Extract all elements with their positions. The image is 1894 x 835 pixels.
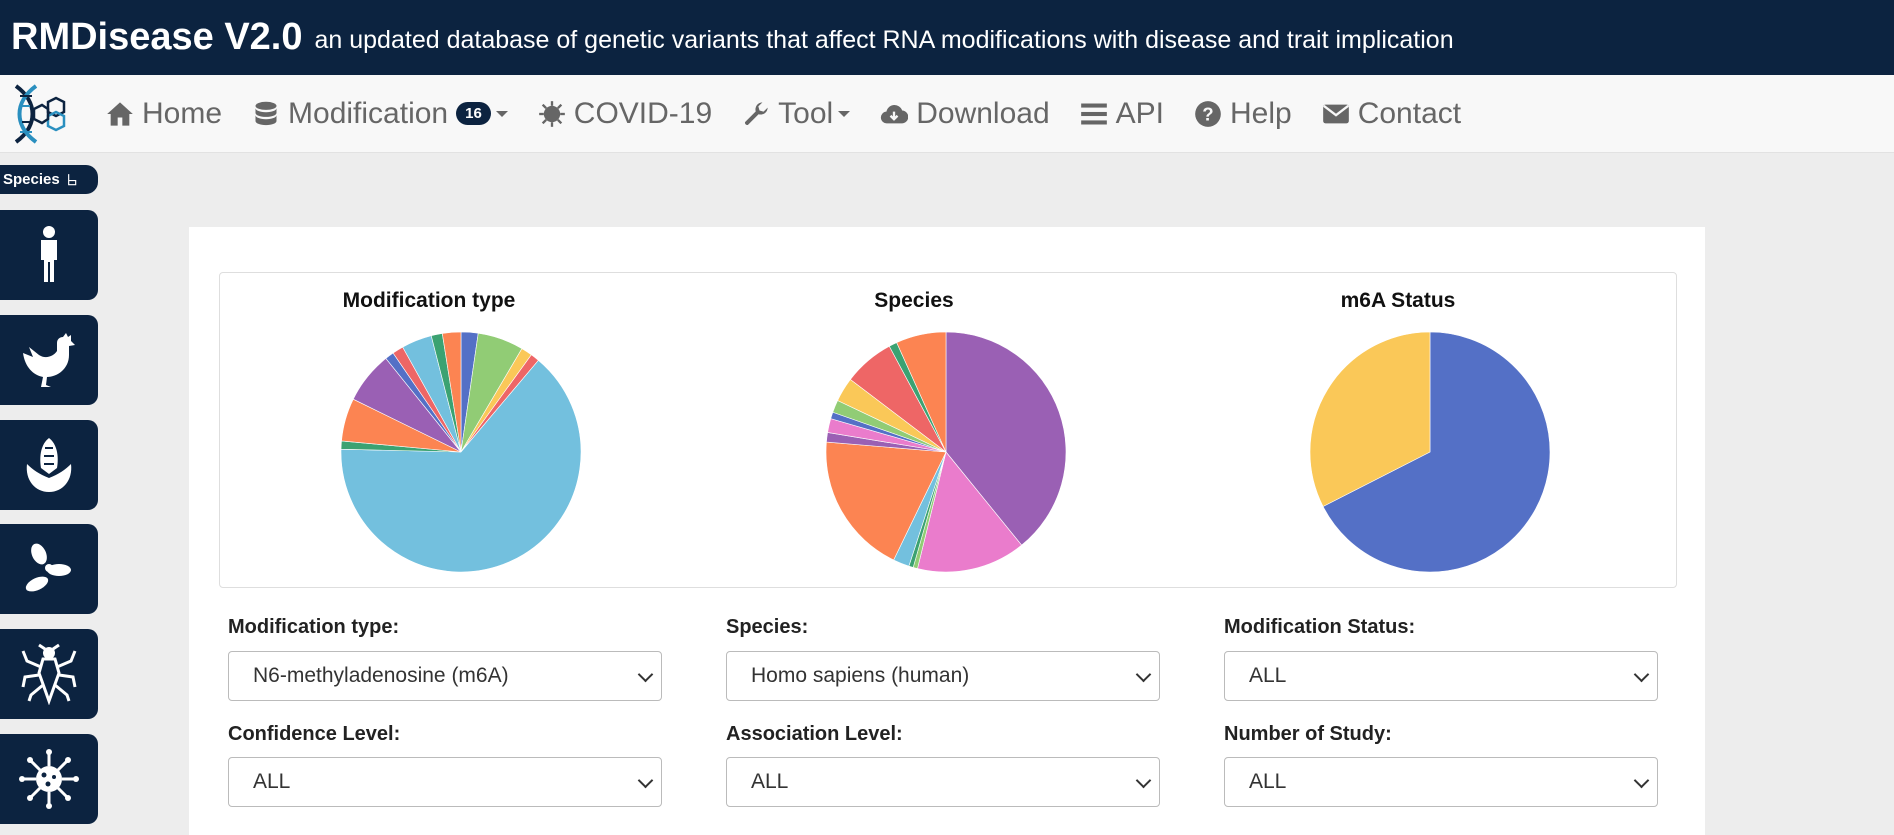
nav-help-label: Help xyxy=(1230,96,1292,130)
modification-type-chart-title: Modification type xyxy=(342,289,516,312)
virus-icon xyxy=(538,100,565,127)
species-human-button[interactable] xyxy=(0,210,98,300)
hand-pointer-icon xyxy=(67,173,76,185)
pie-slice-13[interactable] xyxy=(896,331,947,453)
human-icon xyxy=(41,226,57,282)
modification-type-select[interactable]: N6-methyladenosine (m6A) xyxy=(228,651,662,701)
chevron-down-icon xyxy=(1633,772,1650,789)
species-yeast-button[interactable] xyxy=(0,524,98,614)
m6a-status-chart-title: m6A Status xyxy=(1340,289,1456,312)
species-chicken-button[interactable] xyxy=(0,315,98,405)
site-header: RMDisease V2.0 an updated database of ge… xyxy=(0,0,1894,75)
number-of-study-value: ALL xyxy=(1249,770,1287,793)
question-circle-icon: ? xyxy=(1195,100,1221,127)
home-icon xyxy=(107,101,133,126)
nav-tool-label: Tool xyxy=(778,96,834,130)
pie-slice-1[interactable] xyxy=(917,451,1023,573)
nav-help[interactable]: ? Help xyxy=(1194,97,1292,131)
pie-slice-0[interactable] xyxy=(1322,331,1551,573)
nav-api-label: API xyxy=(1115,96,1164,130)
chevron-down-icon xyxy=(1633,666,1650,683)
dna-logo-icon[interactable] xyxy=(8,82,72,146)
nav-modification[interactable]: Modification 16 xyxy=(252,97,508,131)
nav-contact-label: Contact xyxy=(1357,96,1462,130)
nav-api[interactable]: API xyxy=(1080,97,1164,131)
species-pie-chart[interactable] xyxy=(824,330,1068,574)
insect-icon xyxy=(21,643,77,705)
nav-home[interactable]: Home xyxy=(106,97,222,131)
chevron-down-icon xyxy=(637,666,654,683)
charts-container: Modification type Species m6A Status xyxy=(219,272,1677,588)
site-title[interactable]: RMDisease V2.0 xyxy=(11,16,303,58)
chevron-down-icon xyxy=(1135,772,1152,789)
nav-contact[interactable]: Contact xyxy=(1322,97,1461,131)
site-tagline: an updated database of genetic variants … xyxy=(314,26,1454,54)
svg-text:?: ? xyxy=(1202,103,1213,124)
pie-slice-0[interactable] xyxy=(945,331,1067,546)
m6a-status-pie-chart[interactable] xyxy=(1308,330,1552,574)
nav-covid19[interactable]: COVID-19 xyxy=(538,97,712,131)
chevron-down-icon xyxy=(637,772,654,789)
modification-type-label: Modification type: xyxy=(228,616,400,638)
database-icon xyxy=(255,101,277,125)
nav-modification-label: Modification xyxy=(288,96,449,130)
nav-covid19-label: COVID-19 xyxy=(573,96,713,130)
number-of-study-select[interactable]: ALL xyxy=(1224,757,1658,807)
association-level-label: Association Level: xyxy=(726,723,903,745)
main-navbar: Home Modification 16 COVID-19 Tool Downl… xyxy=(0,75,1894,153)
species-tab-label: Species xyxy=(3,171,60,188)
pie-slice-1[interactable] xyxy=(1309,331,1431,507)
association-level-select[interactable]: ALL xyxy=(726,757,1160,807)
modification-count-badge: 16 xyxy=(456,102,491,125)
main-panel: Modification type Species m6A Status Mod… xyxy=(189,227,1705,835)
confidence-level-value: ALL xyxy=(253,770,291,793)
wrench-icon xyxy=(745,101,768,125)
nav-tool[interactable]: Tool xyxy=(742,96,851,131)
nav-download-label: Download xyxy=(916,96,1050,130)
list-icon xyxy=(1080,103,1107,124)
modification-status-label: Modification Status: xyxy=(1224,616,1416,638)
pie-slice-4[interactable] xyxy=(340,359,582,573)
species-label: Species: xyxy=(726,616,809,638)
modification-type-value: N6-methyladenosine (m6A) xyxy=(253,664,509,687)
species-select[interactable]: Homo sapiens (human) xyxy=(726,651,1160,701)
modification-type-pie-chart[interactable] xyxy=(339,330,583,574)
pie-slice-5[interactable] xyxy=(825,441,947,561)
modification-status-value: ALL xyxy=(1249,664,1287,687)
confidence-level-label: Confidence Level: xyxy=(228,723,401,745)
species-virus-button[interactable] xyxy=(0,734,98,824)
nav-home-label: Home xyxy=(142,96,223,130)
cloud-download-icon xyxy=(881,104,909,123)
species-value: Homo sapiens (human) xyxy=(751,664,970,687)
species-insect-button[interactable] xyxy=(0,629,98,719)
modification-status-select[interactable]: ALL xyxy=(1224,651,1658,701)
yeast-icon xyxy=(25,543,71,592)
chicken-icon xyxy=(23,333,75,387)
corn-icon xyxy=(26,438,72,492)
number-of-study-label: Number of Study: xyxy=(1224,723,1392,745)
confidence-level-select[interactable]: ALL xyxy=(228,757,662,807)
chevron-down-icon xyxy=(838,110,851,117)
species-tab[interactable]: Species xyxy=(0,165,98,194)
pie-slice-12[interactable] xyxy=(441,331,462,453)
envelope-icon xyxy=(1322,104,1349,123)
nav-download[interactable]: Download xyxy=(880,96,1050,131)
chevron-down-icon xyxy=(1135,666,1152,683)
association-level-value: ALL xyxy=(751,770,789,793)
species-corn-button[interactable] xyxy=(0,420,98,510)
virus-icon xyxy=(19,749,79,809)
chevron-down-icon xyxy=(495,110,508,117)
species-chart-title: Species xyxy=(874,289,954,312)
